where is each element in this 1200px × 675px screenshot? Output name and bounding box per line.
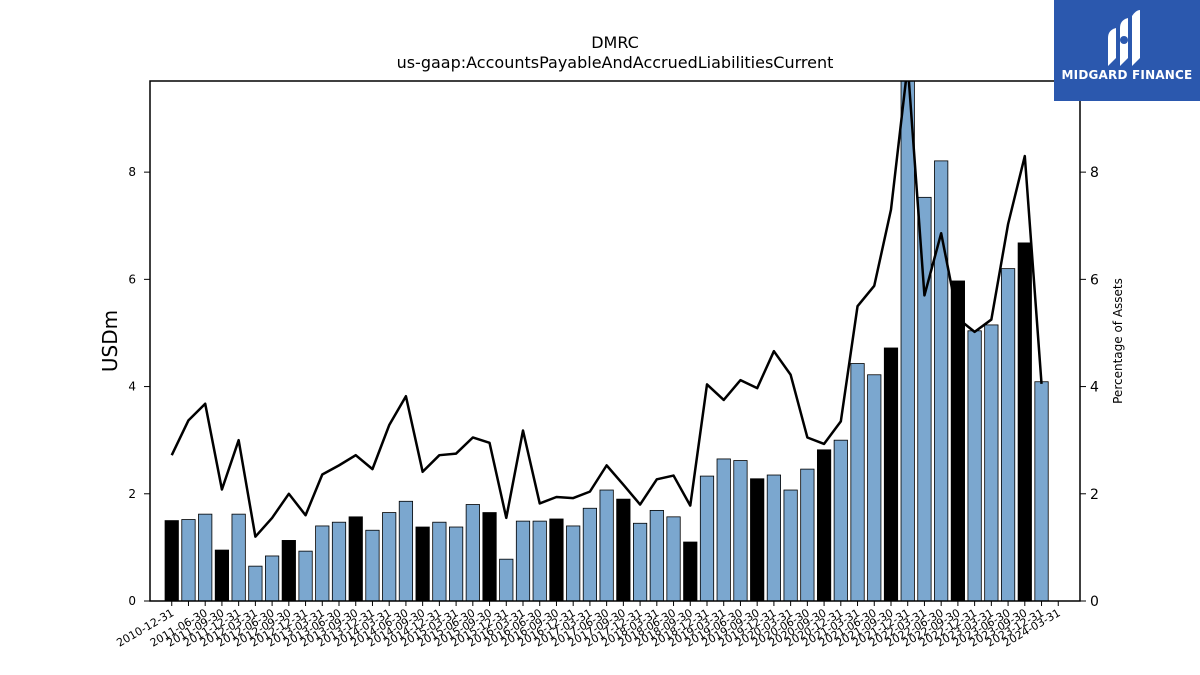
bar-2016-06-30 [532, 520, 547, 601]
bar-2021-12-31 [900, 81, 915, 601]
y-right-tick-label: 6 [1090, 272, 1099, 288]
y-axis-left: 0 2 4 6 8 [128, 165, 150, 608]
x-axis: 2010-12-312011-06-302011-09-302011-12-31… [114, 601, 1063, 650]
bar-2023-06-30 [1000, 268, 1016, 601]
y-tick-label: 2 [128, 487, 136, 501]
bar-2022-09-30 [950, 280, 965, 601]
bar-2011-09-30 [214, 549, 230, 601]
bar-2014-06-30 [398, 500, 414, 601]
bar-group [164, 81, 1049, 601]
chart-title: DMRC [591, 33, 639, 52]
bar-2012-12-31 [298, 550, 313, 601]
bar-2014-03-31 [382, 512, 397, 601]
bar-2020-06-30 [800, 468, 815, 601]
bar-2015-09-30 [482, 512, 497, 601]
bar-2012-03-31 [248, 565, 263, 601]
bar-2011-06-30 [198, 513, 213, 601]
bar-2017-03-31 [582, 507, 597, 601]
bar-2011-12-31 [231, 513, 246, 601]
y-right-tick-label: 4 [1090, 380, 1099, 396]
bar-2011-03-31 [181, 519, 196, 601]
y-tick-label: 6 [128, 272, 136, 286]
bar-2014-09-30 [415, 526, 430, 601]
bar-2019-03-31 [716, 458, 731, 601]
bar-2019-12-31 [766, 474, 781, 601]
y-tick-label: 0 [128, 594, 136, 608]
y-right-tick-label: 0 [1090, 594, 1099, 610]
bar-2019-09-30 [750, 478, 765, 601]
bar-2017-09-30 [616, 498, 631, 601]
bar-2018-09-30 [683, 541, 698, 601]
bar-2020-03-31 [783, 489, 798, 601]
brand-logo: MIDGARD FINANCE [1054, 0, 1200, 101]
bar-2017-12-31 [633, 522, 648, 601]
bar-2013-12-31 [365, 529, 380, 601]
brand-name: MIDGARD FINANCE [1061, 68, 1193, 82]
bar-2023-12-31 [1034, 381, 1049, 601]
line-series [170, 81, 1043, 538]
y-tick-label: 8 [128, 165, 136, 179]
bar-2015-06-30 [465, 504, 480, 601]
bar-2015-12-31 [499, 558, 514, 601]
bar-2021-03-31 [850, 363, 865, 601]
bar-2016-09-30 [549, 518, 564, 601]
bar-2018-12-31 [699, 475, 715, 601]
bar-2018-03-31 [649, 509, 664, 601]
bar-2023-03-31 [984, 324, 999, 601]
bar-2019-06-30 [733, 460, 748, 601]
bar-2022-03-31 [917, 196, 932, 601]
bar-2020-12-31 [833, 439, 848, 601]
bar-2012-06-30 [265, 555, 280, 601]
bar-2021-09-30 [883, 347, 899, 601]
bar-2023-09-30 [1017, 242, 1032, 601]
y-tick-label: 4 [128, 380, 136, 394]
bar-2014-12-31 [432, 521, 447, 601]
bar-2022-12-31 [967, 330, 982, 601]
y-axis-right-label: Percentage of Assets [1111, 278, 1125, 404]
bar-2013-03-31 [315, 525, 330, 601]
y-axis-right: 0 2 4 6 8 [1080, 165, 1099, 610]
bar-2018-06-30 [666, 516, 681, 601]
y-axis-label: USDm [98, 310, 122, 372]
bar-2021-06-30 [867, 374, 882, 601]
bar-2013-06-30 [331, 521, 347, 601]
line-percentage-of-assets [170, 81, 1043, 538]
bar-2016-03-31 [515, 520, 531, 601]
bar-2013-09-30 [348, 516, 363, 601]
bar-2020-09-30 [816, 449, 832, 601]
bar-2010-12-31 [164, 520, 179, 601]
bar-2022-06-30 [934, 160, 949, 601]
midgard-logo-icon [1108, 10, 1140, 66]
bar-2017-06-30 [599, 489, 614, 601]
y-right-tick-label: 8 [1090, 165, 1099, 181]
chart-subtitle: us-gaap:AccountsPayableAndAccruedLiabili… [397, 53, 834, 72]
bar-2012-09-30 [281, 540, 296, 601]
y-right-tick-label: 2 [1090, 487, 1099, 503]
bar-2015-03-31 [449, 526, 464, 601]
bar-2016-12-31 [566, 525, 581, 601]
plot-frame [149, 80, 1081, 602]
